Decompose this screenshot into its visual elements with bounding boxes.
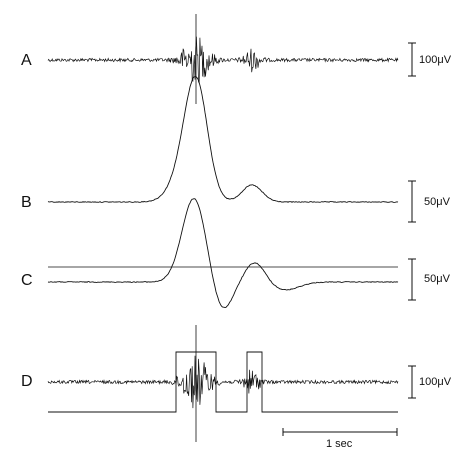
scale-label-d: 100μV [419, 377, 451, 388]
trace-a-emg [47, 36, 399, 84]
trace-label-c: C [21, 272, 33, 289]
scale-label-b: 50μV [424, 197, 450, 208]
scale-bar-d [408, 365, 416, 399]
scale-unit-a: μV [437, 54, 452, 66]
scale-bars-group [282, 42, 416, 436]
scale-unit-b: μV [436, 196, 450, 208]
scale-value-b: 50 [424, 196, 437, 208]
scale-unit-c: μV [436, 273, 450, 285]
trace-label-a: A [21, 52, 32, 69]
scale-value-c: 50 [424, 273, 437, 285]
time-scale-label: 1 sec [326, 438, 353, 450]
scale-bar-b [408, 180, 416, 223]
trace-d-gate [48, 351, 398, 413]
scale-bar-c [408, 258, 416, 301]
scale-label-c: 50μV [424, 274, 450, 285]
trace-label-d: D [21, 373, 33, 390]
scale-value-a: 100 [419, 54, 438, 66]
scale-bar-a [408, 42, 416, 77]
time-scale-bar [282, 428, 398, 436]
scale-unit-d: μV [437, 376, 452, 388]
trace-b-envelope [47, 76, 399, 203]
trace-label-b: B [21, 194, 32, 211]
trace-c-signal [47, 198, 399, 308]
scale-label-a: 100μV [419, 55, 451, 66]
trace-d-emg [47, 355, 399, 409]
traces-group [47, 14, 399, 442]
scale-value-d: 100 [419, 376, 438, 388]
